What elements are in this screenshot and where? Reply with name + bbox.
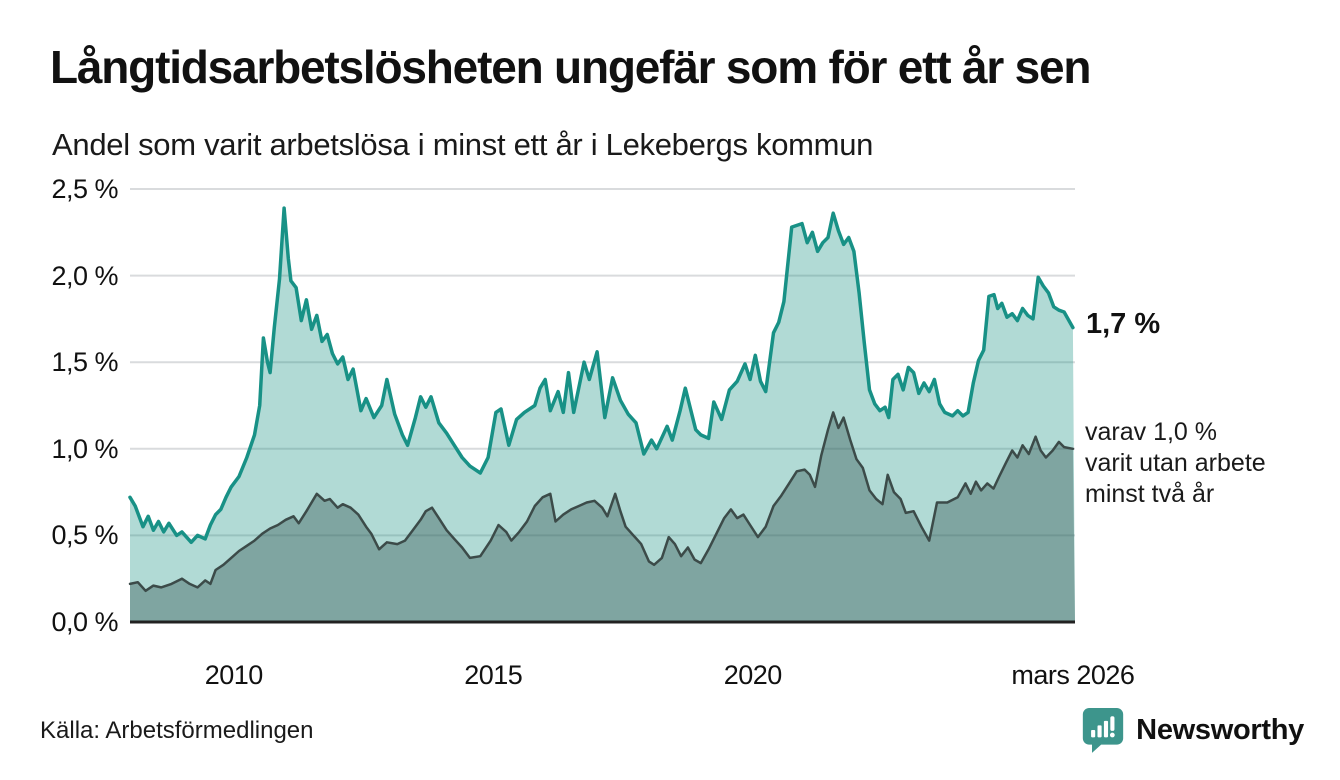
- x-tick-label: 2015: [464, 660, 523, 690]
- area-fill-two-years: [130, 412, 1075, 622]
- y-tick-label: 0,5 %: [51, 520, 118, 551]
- y-tick-label: 1,5 %: [51, 347, 118, 378]
- source-note: Källa: Arbetsförmedlingen: [40, 717, 314, 744]
- line-two-years: [128, 411, 1075, 593]
- x-tick-label: mars 2026: [1011, 660, 1135, 690]
- x-tick-label: 2010: [204, 660, 264, 690]
- newsworthy-wordmark: Newsworthy: [1136, 713, 1304, 746]
- newsworthy-logo: Newsworthy: [1081, 706, 1304, 754]
- secondary-series-annotation: varav 1,0 % varit utan arbete minst två …: [1085, 418, 1266, 508]
- newsworthy-bubble-chart-icon: [1083, 708, 1124, 753]
- line-one-year: [128, 206, 1075, 545]
- page-title: Långtidsarbetslösheten ungefär som för e…: [50, 41, 1092, 93]
- y-tick-label: 0,0 %: [51, 607, 118, 637]
- y-tick-label: 2,0 %: [51, 260, 118, 291]
- chart-subtitle: Andel som varit arbetslösa i minst ett å…: [52, 127, 874, 162]
- area-fill-one-year: [130, 208, 1075, 622]
- y-tick-label: 1,0 %: [51, 433, 118, 464]
- latest-value-annotation: 1,7 %: [1086, 308, 1161, 340]
- x-tick-label: 2020: [723, 660, 783, 690]
- y-tick-label: 2,5 %: [51, 174, 118, 204]
